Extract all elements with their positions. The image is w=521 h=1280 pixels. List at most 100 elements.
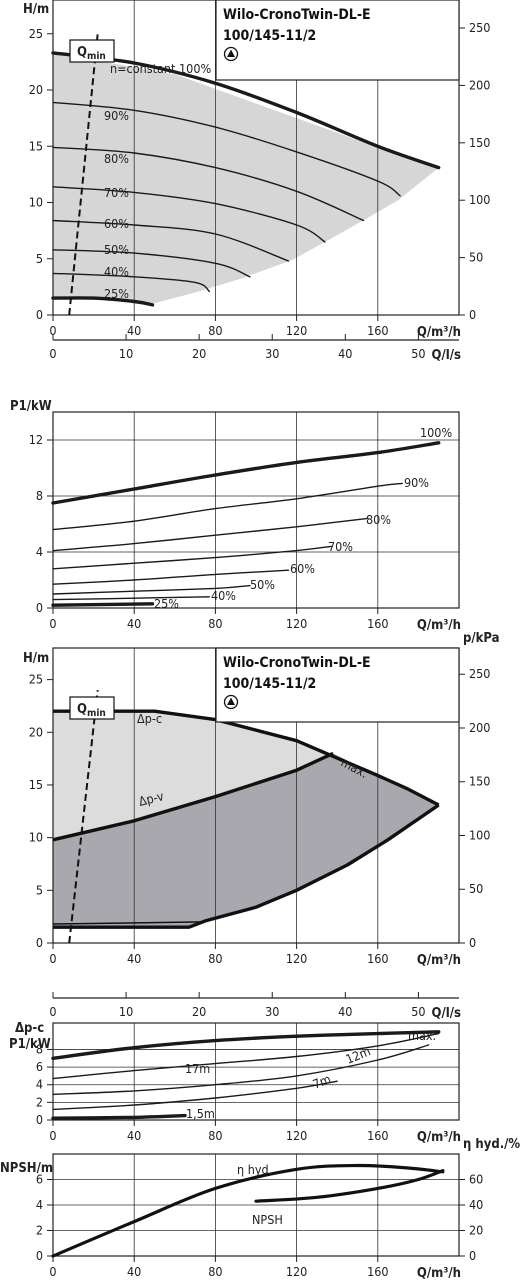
qmin-sub: min xyxy=(87,708,106,719)
tick-label-y2: 40 xyxy=(469,1197,483,1212)
tick-label-x: 80 xyxy=(208,323,222,338)
hq-control-product-box: Wilo-CronoTwin-DL-E 100/145-11/2 xyxy=(215,647,460,723)
tick-label-y2: 100 xyxy=(469,827,490,842)
series-label: 100% xyxy=(420,425,452,440)
q-ls-axis-2: 0 10 20 30 40 50 Q/l/s xyxy=(49,992,461,1021)
series-line-60- xyxy=(52,569,290,585)
product-box xyxy=(215,647,460,723)
tick-label-y2: 200 xyxy=(469,720,490,735)
tick-label-y: 0 xyxy=(36,1248,43,1263)
tick-label-x: 120 xyxy=(286,1128,307,1143)
plot-frame xyxy=(52,0,460,316)
tick-label-y2: 100 xyxy=(469,192,490,207)
tick-label-y: 2 xyxy=(36,1094,43,1109)
tick-label-x: 0 xyxy=(49,951,56,966)
eta-label: η hyd. xyxy=(237,1162,272,1177)
series-line-80- xyxy=(52,517,369,552)
series-line-1-5m xyxy=(51,1113,187,1120)
power-control-axes: 0 40 80 120 160 0 2 4 6 8 Q/m³/h xyxy=(36,1022,461,1145)
series-label: 50% xyxy=(250,577,275,592)
tick-label-y: 8 xyxy=(36,1041,43,1056)
series-label: n=constant 100% xyxy=(110,61,211,76)
pump-triangle-icon xyxy=(227,49,235,57)
qmin-sub: min xyxy=(87,51,106,62)
tick-label-x: 40 xyxy=(127,1264,141,1279)
q-ls-tick-label: 0 xyxy=(49,1004,56,1019)
series-line-90- xyxy=(52,482,403,531)
axis-title-y: NPSH/m xyxy=(0,1161,53,1176)
tick-label-y2: 200 xyxy=(469,77,490,92)
series-line-70- xyxy=(52,186,326,243)
series-line-40- xyxy=(52,272,210,293)
tick-label-x: 80 xyxy=(208,1128,222,1143)
tick-label-y: 12 xyxy=(29,432,43,447)
tick-label-y2: 150 xyxy=(469,774,490,789)
qmin-label: Qmin xyxy=(77,702,106,719)
tick-label-x: 40 xyxy=(127,616,141,631)
tick-label-y: 10 xyxy=(29,830,43,845)
q-ls-tick-label: 20 xyxy=(192,346,206,361)
tick-label-x: 160 xyxy=(367,1128,388,1143)
npsh-eta-series: η hyd. NPSH xyxy=(51,1162,445,1258)
qmin-box xyxy=(69,39,115,63)
tick-label-x: 80 xyxy=(208,616,222,631)
hq-control-qmin: Qmin xyxy=(68,689,115,944)
q-ls-tick-label: 40 xyxy=(338,1004,352,1019)
tick-label-x: 120 xyxy=(286,323,307,338)
tick-label-x: 160 xyxy=(367,951,388,966)
axis-title-x: Q/m³/h xyxy=(417,325,461,340)
series-line-100- xyxy=(51,441,441,505)
qmin-q: Q xyxy=(77,45,87,60)
operating-region-fill xyxy=(53,52,439,304)
tick-label-y: 6 xyxy=(36,1059,43,1074)
series-line-50- xyxy=(52,584,251,595)
series-label: 90% xyxy=(104,108,129,123)
series-label: 25% xyxy=(154,596,179,611)
tick-label-y: 5 xyxy=(36,882,43,897)
series-line-40- xyxy=(52,596,210,601)
q-ls-tick-label: 10 xyxy=(119,346,133,361)
series-line-n-constant-100- xyxy=(51,51,441,170)
tick-label-x: 120 xyxy=(286,951,307,966)
series-label: 80% xyxy=(104,151,129,166)
plot-frame xyxy=(52,411,460,609)
series-label: 70% xyxy=(328,539,353,554)
tick-label-y: 10 xyxy=(29,195,43,210)
tick-label-y2: 0 xyxy=(469,307,476,322)
tick-label-x: 80 xyxy=(208,1264,222,1279)
axis-title-dpc: Δp-c xyxy=(15,1021,44,1036)
product-box xyxy=(215,0,460,81)
product-size: 100/145-11/2 xyxy=(223,28,316,44)
series-label: 90% xyxy=(404,475,429,490)
tick-label-y: 25 xyxy=(29,672,43,687)
axis-title-y: H/m xyxy=(23,651,49,666)
tick-label-y: 6 xyxy=(36,1172,43,1187)
axis-title-y: H/m xyxy=(23,2,49,17)
series-label: 70% xyxy=(104,185,129,200)
hq-speed-axes: 040801201600510152025050100150200250p/kP… xyxy=(29,0,490,340)
qmin-dashed-line xyxy=(68,33,99,316)
q-ls-tick-label: 40 xyxy=(338,346,352,361)
axis-title-y2: p/kPa xyxy=(463,631,500,646)
tick-label-y2: 150 xyxy=(469,135,490,150)
q-ls-tick-label: 30 xyxy=(265,346,279,361)
axis-title-y2: η hyd./% xyxy=(463,1137,520,1152)
tick-label-y: 8 xyxy=(36,488,43,503)
tick-label-y2: 250 xyxy=(469,20,490,35)
tick-label-x: 160 xyxy=(367,1264,388,1279)
series-label: 80% xyxy=(366,512,391,527)
tick-label-y2: 0 xyxy=(469,1248,476,1263)
series-label: 17m xyxy=(185,1061,210,1076)
tick-label-y: 4 xyxy=(36,544,43,559)
tick-label-y2: 250 xyxy=(469,666,490,681)
tick-label-y: 15 xyxy=(29,777,43,792)
product-size: 100/145-11/2 xyxy=(223,676,316,692)
tick-label-x: 120 xyxy=(286,616,307,631)
tick-label-y: 4 xyxy=(36,1197,43,1212)
tick-label-x: 80 xyxy=(208,951,222,966)
tick-label-y: 2 xyxy=(36,1223,43,1238)
tick-label-x: 160 xyxy=(367,616,388,631)
dpv-region-fill xyxy=(53,753,439,928)
